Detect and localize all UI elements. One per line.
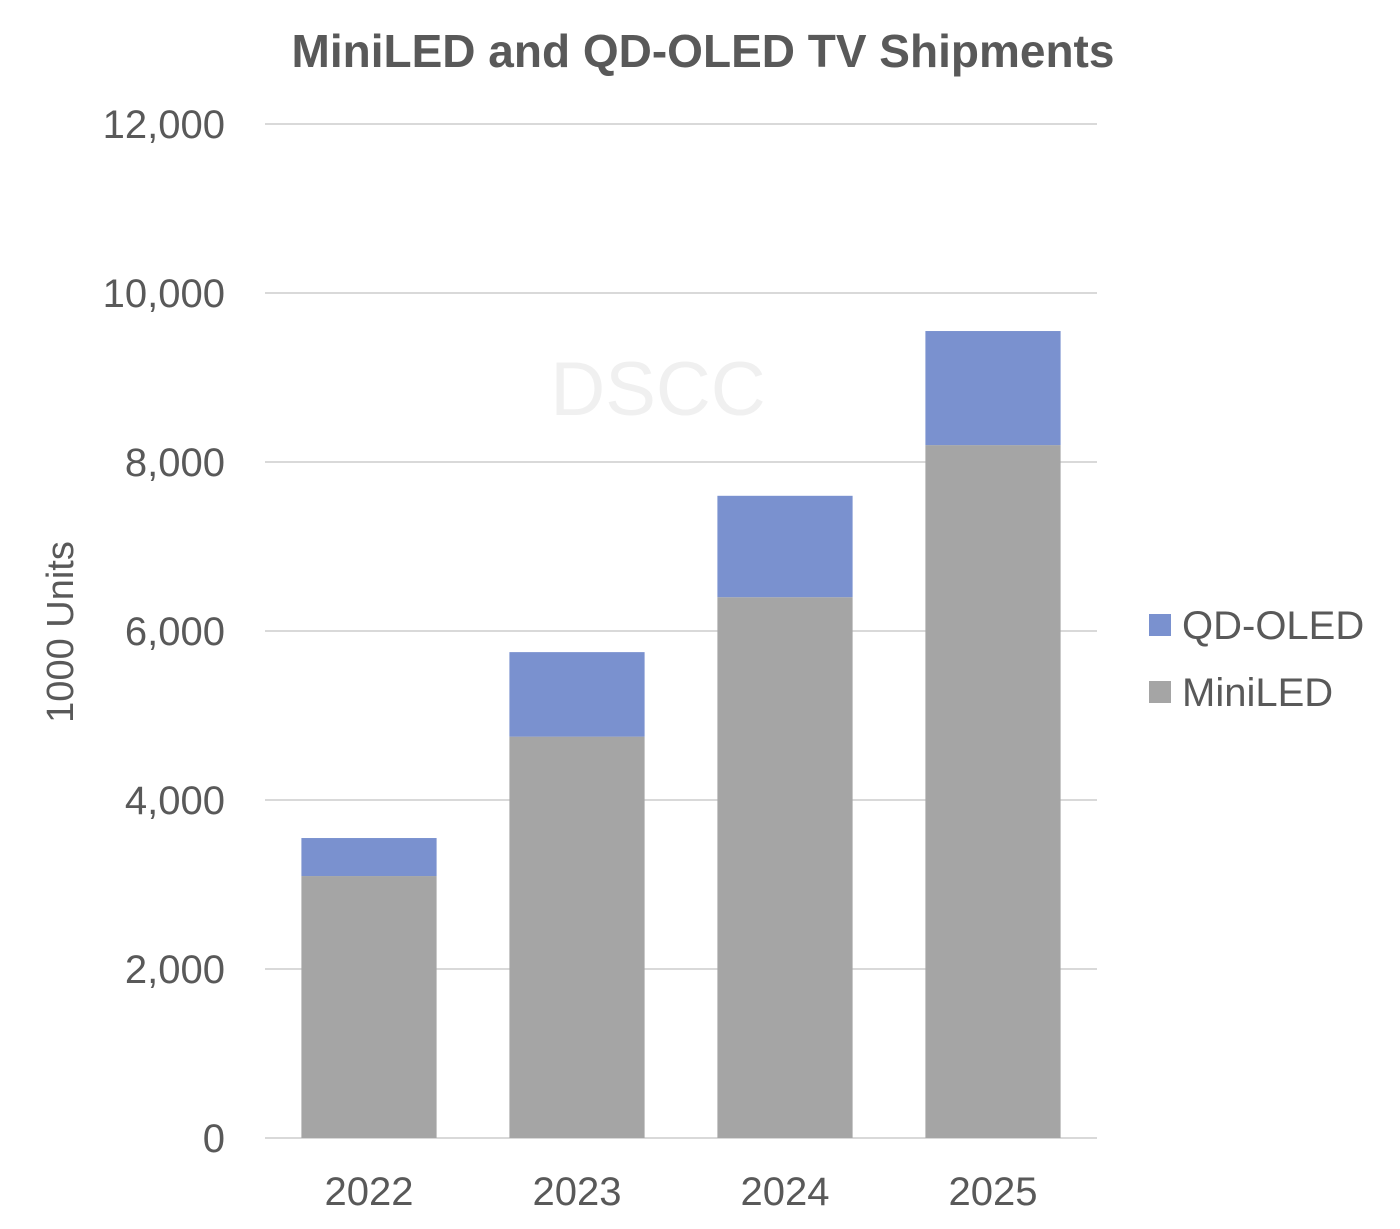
watermark: DSCC [550,347,765,432]
bar-miniled-2024 [717,597,853,1138]
bar-qd-oled-2022 [301,838,437,877]
y-axis-label: 1000 Units [40,541,82,723]
y-tick-label: 0 [203,1117,225,1161]
bar-qd-oled-2025 [925,331,1061,446]
y-tick-label: 6,000 [125,610,225,654]
bar-miniled-2022 [301,876,437,1138]
bar-qd-oled-2024 [717,495,853,598]
bar-miniled-2025 [925,445,1061,1139]
y-tick-label: 12,000 [103,103,225,147]
bar-qd-oled-2023 [509,652,645,737]
y-tick-label: 4,000 [125,779,225,823]
x-tick-label: 2023 [533,1170,622,1214]
chart-title: MiniLED and QD-OLED TV Shipments [292,25,1115,77]
bars [301,331,1061,1139]
y-tick-label: 2,000 [125,948,225,992]
x-tick-label: 2025 [949,1170,1038,1214]
y-tick-label: 10,000 [103,272,225,316]
bar-miniled-2023 [509,736,645,1138]
legend-label-miniled: MiniLED [1182,671,1333,715]
y-tick-label: 8,000 [125,441,225,485]
legend: QD-OLED MiniLED [1149,604,1364,715]
legend-swatch-qd-oled [1149,614,1171,636]
x-axis-ticks: 2022 2023 2024 2025 [325,1170,1038,1214]
x-tick-label: 2022 [325,1170,414,1214]
x-tick-label: 2024 [741,1170,830,1214]
y-axis-ticks: 0 2,000 4,000 6,000 8,000 10,000 12,000 [103,103,225,1161]
legend-swatch-miniled [1149,681,1171,703]
legend-label-qd-oled: QD-OLED [1182,604,1364,648]
